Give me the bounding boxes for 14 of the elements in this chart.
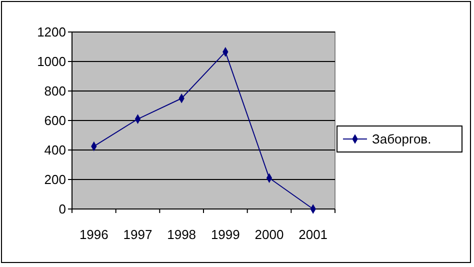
y-tick-label: 1000: [37, 54, 66, 70]
y-tick-label: 200: [44, 172, 66, 188]
x-tick-label: 1996: [79, 227, 108, 242]
y-tick-label: 800: [44, 84, 66, 99]
y-tick-label: 400: [44, 142, 66, 158]
y-tick-label: 1200: [37, 24, 66, 40]
x-tick-label: 1998: [167, 227, 196, 242]
y-tick-label: 600: [44, 113, 66, 128]
x-tick-label: 2000: [254, 227, 284, 242]
x-tick-label: 1999: [210, 227, 240, 242]
x-tick-label: 2001: [298, 227, 328, 242]
legend-label: Заборгов.: [372, 132, 432, 147]
x-tick-label: 1997: [123, 227, 152, 242]
y-tick-label: 0: [58, 202, 66, 217]
